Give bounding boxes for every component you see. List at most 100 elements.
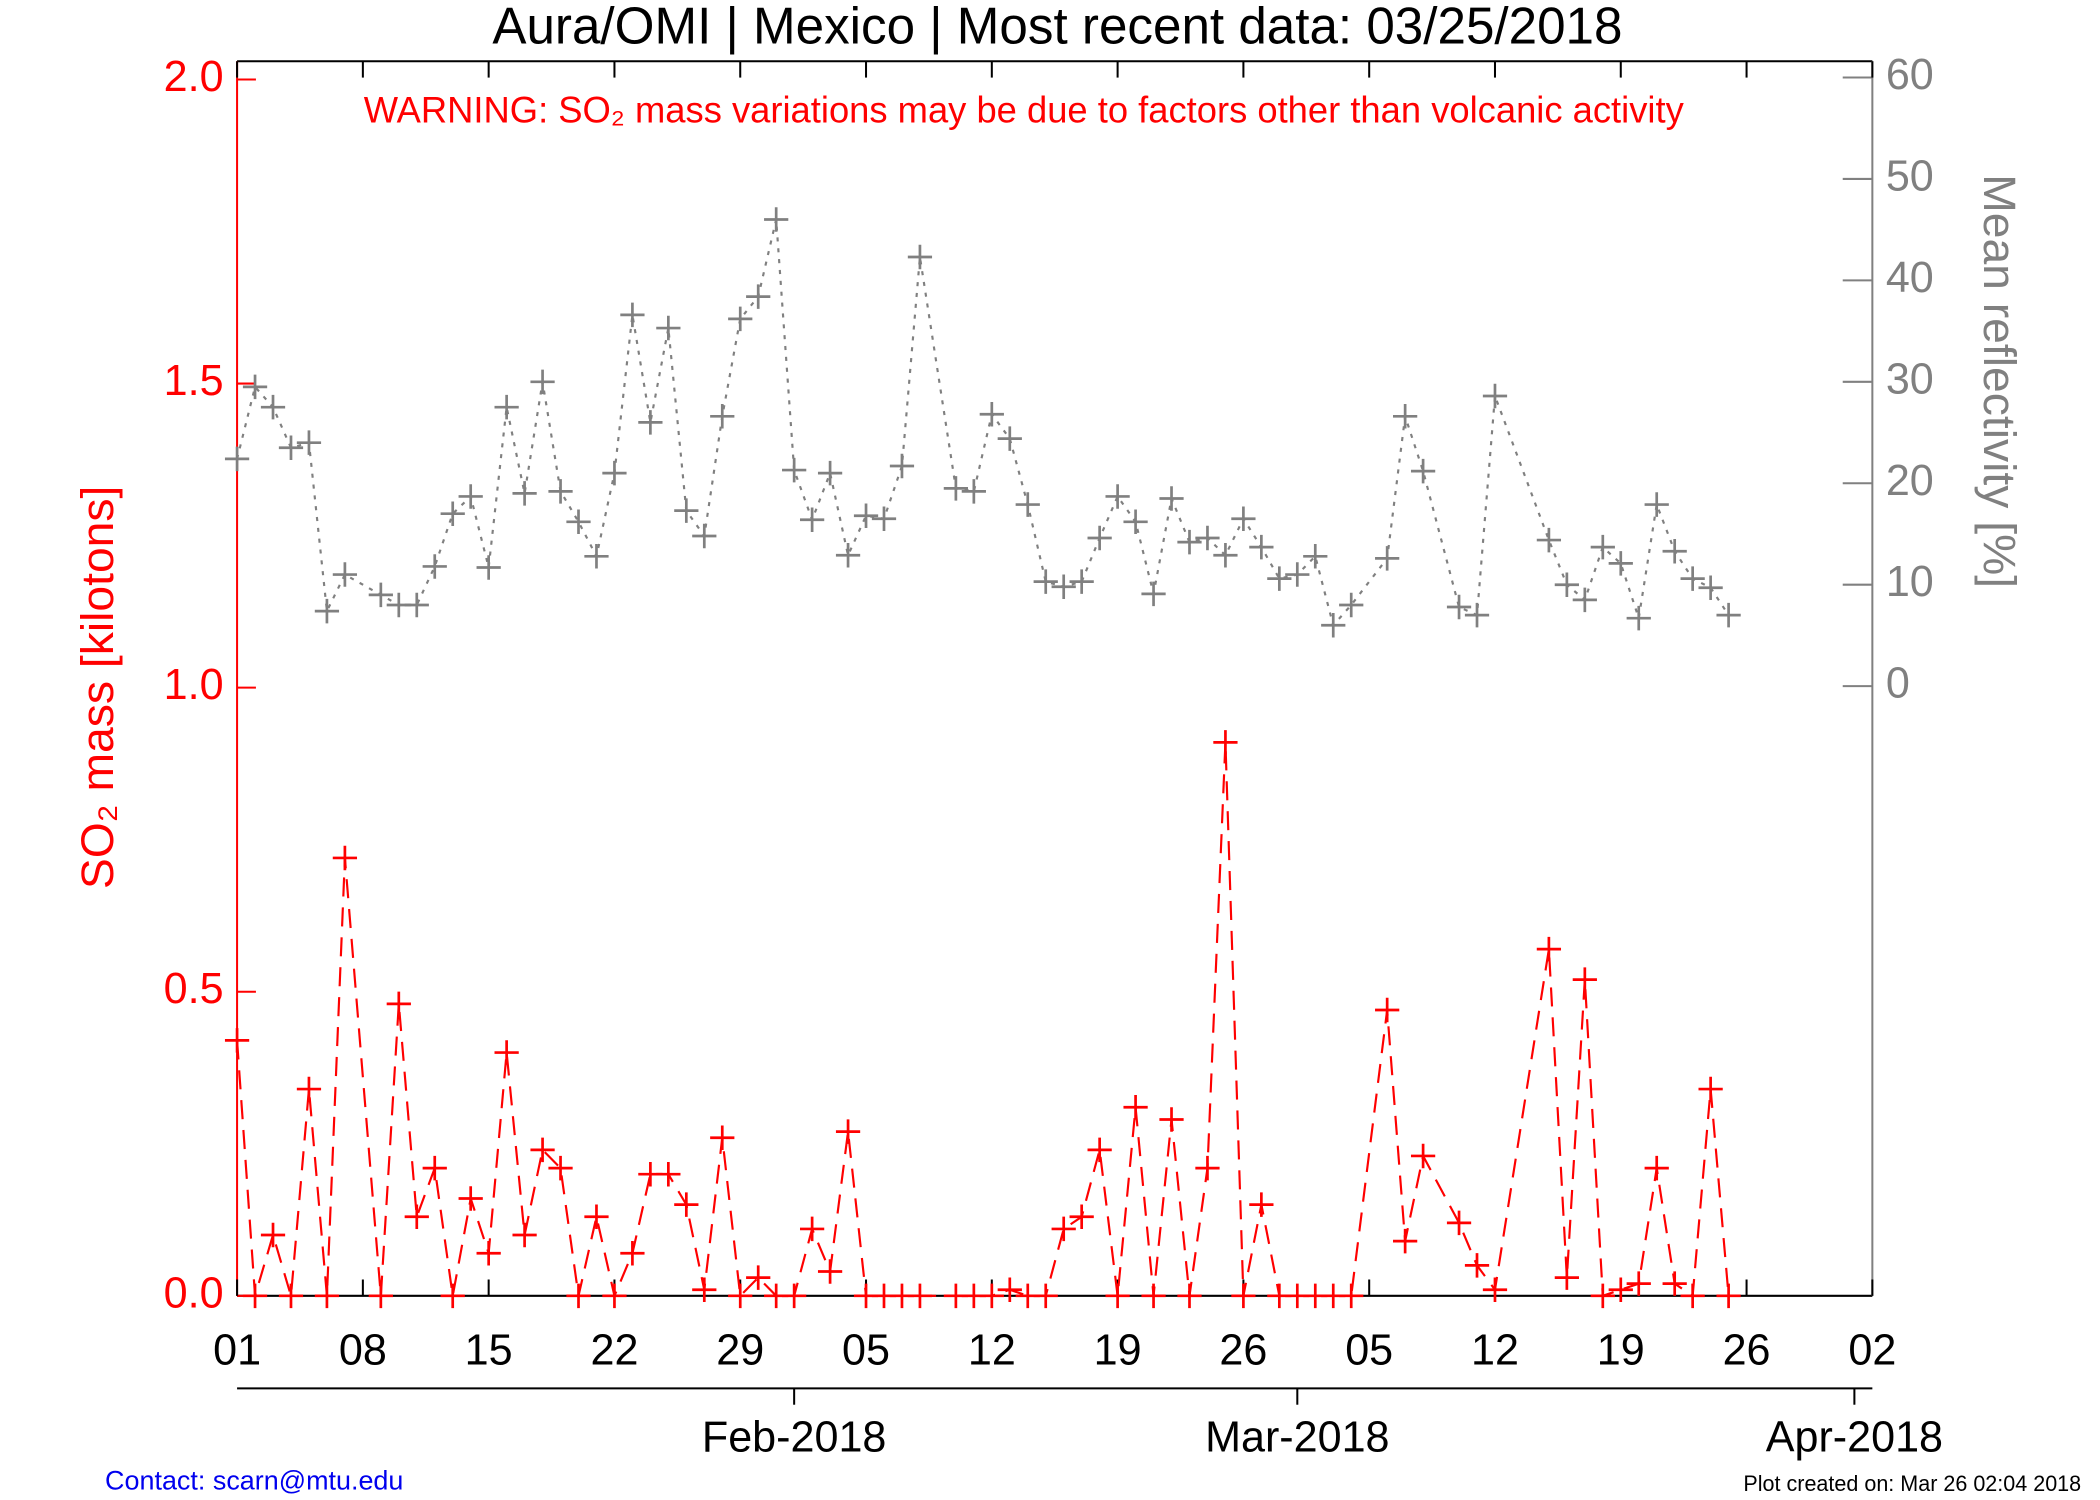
point-marker: [1231, 1283, 1256, 1309]
point-marker: [260, 1222, 286, 1248]
contact: Contact: scarn@mtu.edu: [105, 1464, 403, 1495]
point-marker: [1249, 1192, 1274, 1217]
point-marker: [1159, 486, 1184, 511]
point-marker: [1339, 592, 1364, 618]
y2-axis-label: Mean reflectivity [%]: [1974, 174, 2026, 588]
point-marker: [1015, 492, 1040, 517]
point-marker: [1069, 569, 1094, 594]
point-marker: [1105, 484, 1130, 509]
point-marker: [1716, 602, 1741, 628]
point-marker: [817, 460, 843, 486]
y2-tick-label: 60: [1886, 51, 1934, 99]
y-tick-label: 1.5: [164, 357, 224, 405]
point-marker: [1195, 1155, 1220, 1181]
point-marker: [422, 1155, 447, 1181]
x-tick-label: 05: [842, 1326, 890, 1374]
x-tick-label: 15: [465, 1326, 513, 1374]
point-marker: [1069, 1204, 1094, 1230]
point-marker: [1446, 594, 1472, 620]
point-marker: [314, 1283, 340, 1309]
point-marker: [656, 1161, 681, 1187]
point-marker: [584, 544, 609, 569]
point-marker: [1410, 458, 1436, 484]
month-tick-label: Apr-2018: [1766, 1413, 1943, 1461]
point-marker: [1321, 613, 1346, 638]
point-marker: [1608, 1277, 1633, 1302]
point-marker: [1536, 527, 1562, 553]
point-marker: [1177, 529, 1202, 555]
point-marker: [584, 1204, 609, 1230]
point-marker: [907, 244, 933, 270]
y-axis-label: SO₂ mass [kilotons]: [71, 486, 123, 890]
point-marker: [332, 845, 358, 871]
x-tick-label: 12: [968, 1326, 1016, 1374]
point-marker: [1213, 730, 1238, 755]
point-marker: [278, 1283, 304, 1309]
point-marker: [782, 457, 807, 483]
point-marker: [1590, 534, 1615, 560]
point-marker: [1375, 546, 1400, 571]
point-marker: [260, 394, 286, 420]
point-marker: [1572, 587, 1597, 613]
point-marker: [494, 1040, 519, 1065]
point-marker: [961, 479, 986, 504]
point-marker: [674, 498, 699, 523]
point-marker: [1087, 1137, 1112, 1163]
warning: WARNING: SO₂ mass variations may be due …: [364, 90, 1685, 131]
x-tick-label: 01: [213, 1326, 261, 1374]
point-marker: [404, 592, 429, 618]
point-marker: [242, 374, 268, 400]
point-marker: [1141, 581, 1166, 607]
point-marker: [889, 453, 915, 479]
point-marker: [1482, 1277, 1508, 1302]
series-line: [236, 742, 1730, 1300]
point-marker: [296, 1076, 322, 1102]
y2-tick-label: 10: [1886, 558, 1934, 606]
point-marker: [728, 306, 753, 332]
point-marker: [368, 1283, 393, 1309]
x-tick-label: 05: [1345, 1326, 1393, 1374]
point-marker: [853, 503, 879, 528]
point-marker: [1662, 1271, 1687, 1296]
point-marker: [1105, 1283, 1130, 1309]
point-marker: [332, 562, 358, 587]
point-marker: [746, 284, 771, 309]
point-marker: [782, 1283, 807, 1309]
point-marker: [368, 582, 393, 608]
y2-tick-label: 30: [1886, 355, 1934, 403]
chart-title: Aura/OMI | Mexico | Most recent data: 03…: [492, 0, 1622, 55]
point-marker: [458, 1186, 483, 1211]
x-tick-label: 12: [1471, 1326, 1519, 1374]
point-marker: [1177, 1283, 1202, 1309]
point-marker: [1267, 566, 1292, 591]
point-marker: [458, 484, 483, 509]
point-marker: [1375, 997, 1400, 1023]
point-marker: [1626, 1271, 1651, 1296]
point-marker: [638, 410, 663, 435]
point-marker: [1393, 404, 1418, 429]
point-marker: [1213, 543, 1238, 568]
point-marker: [1644, 1155, 1669, 1181]
point-marker: [494, 394, 519, 420]
point-marker: [710, 404, 735, 429]
point-marker: [440, 1283, 465, 1309]
point-marker: [728, 1283, 753, 1309]
point-marker: [692, 1277, 717, 1302]
point-marker: [1716, 1283, 1741, 1309]
x-tick-label: 02: [1848, 1326, 1896, 1374]
point-marker: [835, 543, 861, 568]
point-marker: [1051, 574, 1076, 599]
point-marker: [674, 1192, 699, 1217]
y-tick-label: 0.0: [164, 1269, 224, 1317]
point-marker: [620, 302, 645, 328]
point-marker: [1572, 967, 1597, 992]
x-tick-label: 19: [1094, 1326, 1142, 1374]
point-marker: [1464, 1253, 1490, 1278]
point-marker: [1554, 572, 1579, 597]
point-marker: [1249, 534, 1274, 560]
point-marker: [1285, 562, 1310, 587]
month-tick-label: Mar-2018: [1205, 1413, 1389, 1461]
point-marker: [422, 554, 447, 579]
